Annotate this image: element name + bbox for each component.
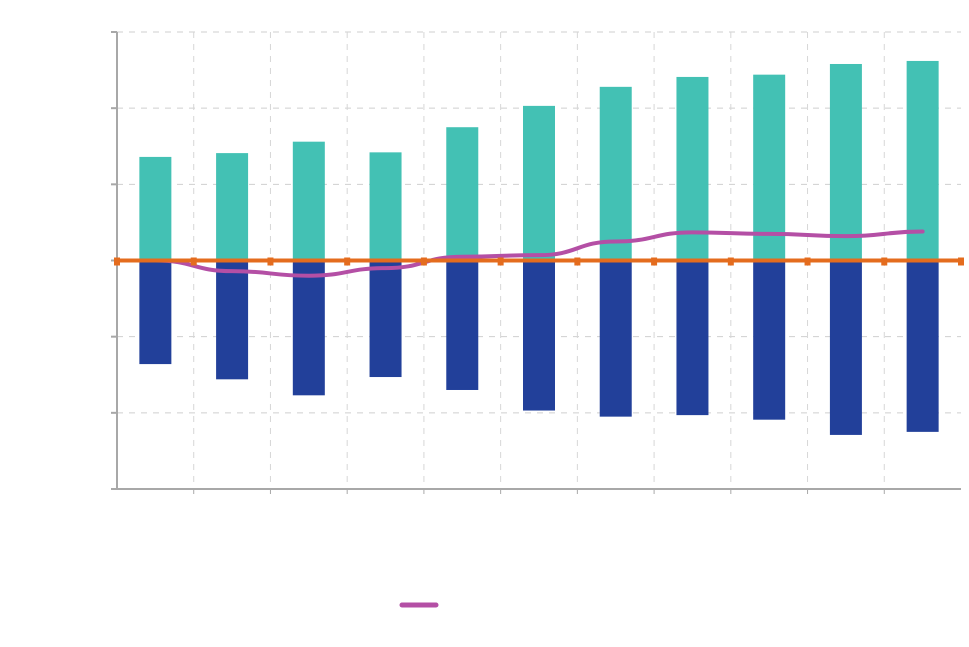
bar-positive-6 (599, 86, 632, 261)
bar-positive-2 (292, 141, 325, 261)
bar-negative-7 (676, 260, 709, 416)
bar-negative-6 (599, 260, 632, 417)
bar-negative-3 (369, 260, 402, 378)
bar-negative-0 (139, 260, 172, 365)
reference-line-marker (881, 257, 888, 266)
reference-line-marker (497, 257, 504, 266)
bar-negative-1 (216, 260, 249, 380)
line-series (114, 229, 964, 278)
bar-positive-9 (829, 63, 862, 261)
reference-line-marker (267, 257, 274, 266)
bar-negative-9 (829, 260, 862, 435)
bar-positive-4 (446, 127, 479, 261)
bar-positive-10 (906, 60, 939, 261)
reference-line-marker (574, 257, 581, 266)
bar-positive-8 (753, 74, 786, 261)
bar-series (139, 60, 939, 435)
reference-line-marker (344, 257, 351, 266)
bar-positive-7 (676, 76, 709, 261)
series-line-2 (153, 229, 925, 278)
bar-negative-8 (753, 260, 786, 420)
bar-negative-10 (906, 260, 939, 432)
reference-line-marker (114, 257, 120, 266)
bar-negative-4 (446, 260, 479, 390)
reference-line-marker (651, 257, 658, 266)
bar-negative-2 (292, 260, 325, 396)
bar-positive-3 (369, 152, 402, 261)
bar-positive-0 (139, 156, 172, 261)
bar-positive-1 (216, 153, 249, 261)
reference-line-marker (727, 257, 734, 266)
reference-line-marker (190, 257, 197, 266)
bar-positive-5 (523, 105, 555, 261)
bar-negative-5 (523, 260, 555, 411)
reference-line-marker (420, 257, 427, 266)
reference-line-marker (804, 257, 811, 266)
reference-line-marker (958, 257, 964, 266)
